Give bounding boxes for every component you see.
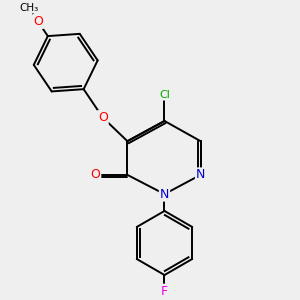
Text: N: N (196, 168, 205, 182)
Text: O: O (98, 111, 108, 124)
Text: CH₃: CH₃ (19, 3, 38, 13)
Text: O: O (33, 15, 43, 28)
Text: F: F (161, 285, 168, 298)
Text: Cl: Cl (159, 90, 170, 100)
Text: O: O (91, 168, 100, 182)
Text: N: N (160, 188, 169, 201)
